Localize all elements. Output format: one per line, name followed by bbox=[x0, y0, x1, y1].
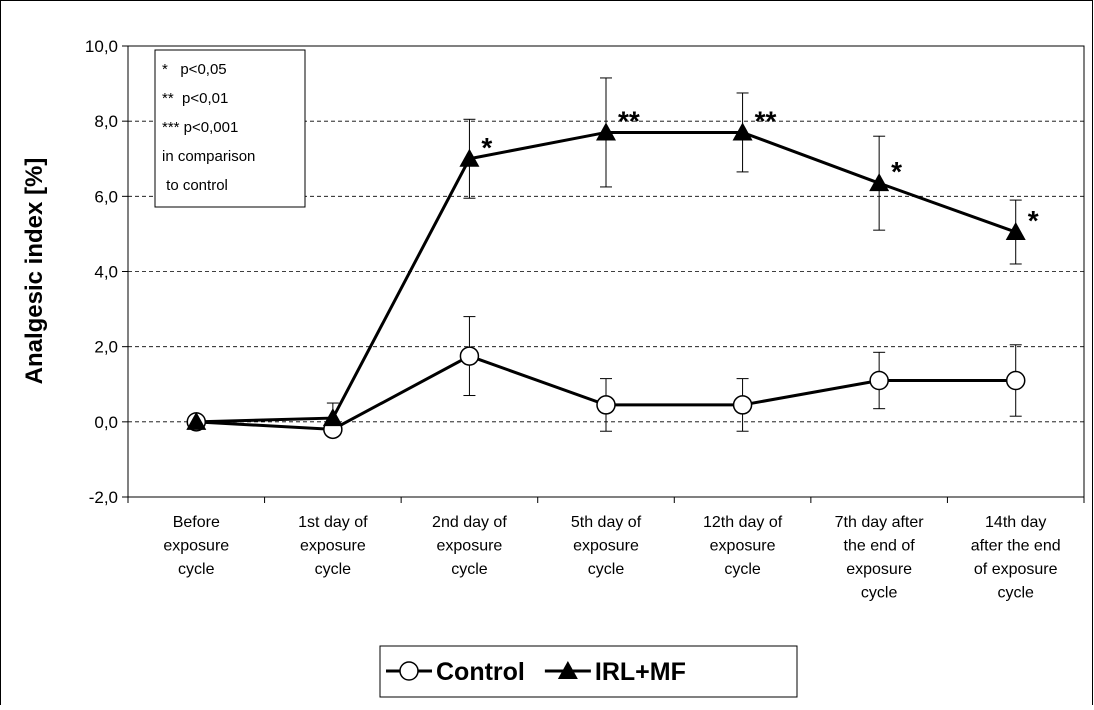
marker bbox=[732, 395, 753, 415]
x-tick-label-line: exposure bbox=[710, 538, 776, 555]
x-tick-label-line: cycle bbox=[178, 561, 215, 578]
x-tick-label: 5th day of exposure cycle bbox=[571, 514, 642, 578]
x-tick-label-line: 1st day of bbox=[298, 514, 368, 531]
significance-label: ** bbox=[755, 105, 777, 136]
note-line: to control bbox=[162, 177, 228, 194]
x-tick-label-line: exposure bbox=[163, 538, 229, 555]
legend-label: Control bbox=[436, 658, 525, 686]
significance-label: * bbox=[481, 132, 492, 163]
note-box bbox=[154, 49, 306, 208]
significance-label: ** bbox=[618, 105, 640, 136]
y-tick-label: 8,0 bbox=[94, 112, 118, 131]
marker bbox=[1005, 222, 1026, 241]
marker bbox=[596, 395, 616, 415]
marker bbox=[869, 370, 889, 391]
note-line: *** p<0,001 bbox=[162, 119, 238, 136]
y-tick-label: 4,0 bbox=[94, 263, 118, 282]
significance-label: * bbox=[1028, 205, 1039, 236]
y-tick-label: -2,0 bbox=[89, 488, 118, 507]
note-line: in comparison bbox=[162, 148, 255, 165]
x-tick-label-line: after the end bbox=[971, 538, 1061, 555]
x-tick-label-line: exposure bbox=[573, 538, 639, 555]
x-tick-label: 14th day after the end of exposure cycle bbox=[971, 514, 1061, 602]
note-line: ** p<0,01 bbox=[162, 90, 228, 107]
x-tick-label: 7th day after the end of exposure cycle bbox=[835, 514, 925, 602]
legend-label: IRL+MF bbox=[595, 658, 686, 686]
y-tick-label: 2,0 bbox=[94, 338, 118, 357]
x-tick-label-line: of exposure bbox=[974, 561, 1058, 578]
marker bbox=[1005, 370, 1026, 391]
legend-marker bbox=[557, 661, 578, 679]
x-tick-label: 2nd day of exposure cycle bbox=[432, 514, 507, 578]
y-tick-label: 10,0 bbox=[85, 37, 118, 56]
y-tick-label: 0,0 bbox=[94, 413, 118, 432]
x-tick-label-line: cycle bbox=[724, 561, 761, 578]
significance-label: * bbox=[891, 156, 902, 187]
y-axis-title: Analgesic index [%] bbox=[21, 158, 48, 385]
marker bbox=[596, 122, 616, 141]
marker bbox=[322, 408, 343, 427]
x-tick-label-line: the end of bbox=[844, 538, 916, 555]
x-tick-label-line: cycle bbox=[588, 561, 625, 578]
x-tick-label: 1st day of exposure cycle bbox=[298, 514, 368, 578]
x-tick-label-line: 5th day of bbox=[571, 514, 642, 531]
x-tick-label: 12th day of exposure cycle bbox=[703, 514, 783, 578]
marker bbox=[186, 411, 207, 430]
x-tick-label-line: cycle bbox=[861, 585, 898, 602]
x-tick-label-line: 12th day of bbox=[703, 514, 783, 531]
legend-marker bbox=[399, 661, 419, 681]
x-tick-label-line: 2nd day of bbox=[432, 514, 507, 531]
plot-area bbox=[127, 45, 1085, 498]
x-tick-label-line: cycle bbox=[315, 561, 352, 578]
x-tick-label-line: exposure bbox=[300, 538, 366, 555]
x-tick-label-line: cycle bbox=[997, 585, 1034, 602]
x-tick-label-line: 14th day bbox=[985, 514, 1046, 531]
x-tick-label-line: 7th day after bbox=[835, 514, 925, 531]
x-tick-label-line: exposure bbox=[846, 561, 912, 578]
x-tick-label-line: Before bbox=[173, 514, 220, 531]
x-tick-label: Before exposure cycle bbox=[163, 514, 229, 578]
x-tick-label-line: cycle bbox=[451, 561, 488, 578]
marker bbox=[732, 122, 753, 141]
y-tick-label: 6,0 bbox=[94, 187, 118, 206]
x-tick-label-line: exposure bbox=[437, 538, 503, 555]
note-line: * p<0,05 bbox=[162, 61, 227, 78]
marker bbox=[459, 346, 480, 366]
marker bbox=[869, 173, 890, 192]
marker bbox=[459, 148, 480, 167]
